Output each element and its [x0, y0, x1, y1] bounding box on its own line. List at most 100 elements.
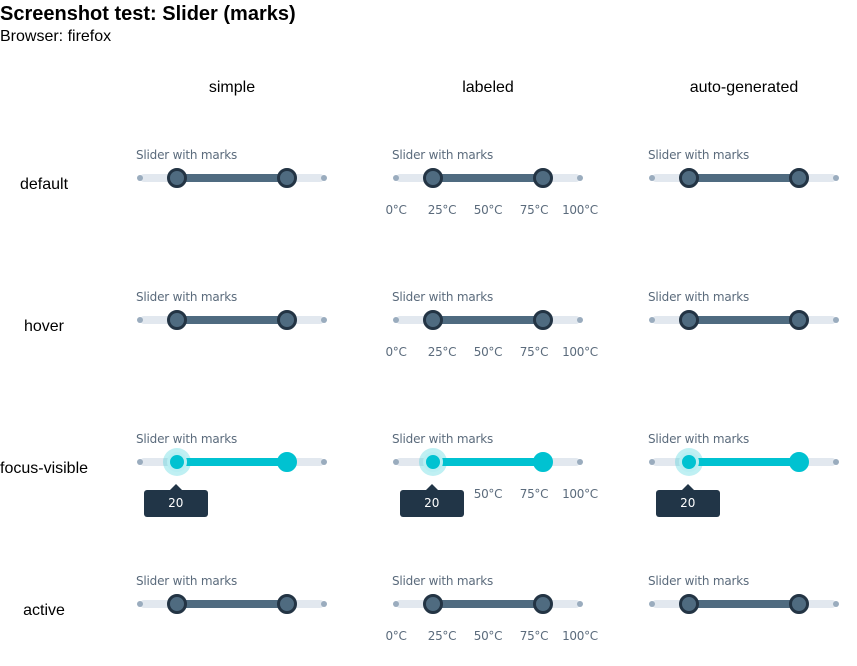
slider-mark — [137, 601, 143, 607]
slider-thumb-start[interactable] — [678, 594, 699, 614]
slider-track — [432, 316, 544, 324]
slider-label: Slider with marks — [136, 574, 238, 588]
column-header-auto-generated: auto-generated — [689, 79, 799, 96]
slider-labeled-default[interactable]: Slider with marks 0°C 25°C 50°C 75°C 100°C — [385, 148, 602, 238]
slider-track — [432, 174, 544, 182]
slider-thumb-start[interactable] — [678, 452, 699, 472]
slider-mark-label: 75°C — [519, 629, 549, 643]
slider-thumb-end[interactable] — [533, 310, 554, 330]
row-header-hover: hover — [23, 318, 65, 335]
slider-track — [432, 458, 544, 466]
slider-mark — [649, 601, 655, 607]
page-title: Screenshot test: Slider (marks) — [0, 3, 296, 25]
slider-mark-label: 25°C — [427, 629, 457, 643]
slider-thumb-start[interactable] — [166, 310, 187, 330]
slider-mark-label: 0°C — [385, 345, 407, 359]
slider-mark — [321, 317, 327, 323]
slider-thumb-end[interactable] — [789, 310, 810, 330]
slider-mark-label: 50°C — [473, 629, 503, 643]
slider-mark-label: 100°C — [562, 487, 598, 501]
row-header-active: active — [23, 602, 65, 619]
slider-mark — [833, 459, 839, 465]
slider-label: Slider with marks — [648, 432, 750, 446]
slider-mark-label: 100°C — [562, 345, 598, 359]
slider-mark-label: 75°C — [519, 345, 549, 359]
slider-mark — [577, 317, 583, 323]
slider-mark — [577, 601, 583, 607]
slider-mark — [833, 601, 839, 607]
slider-thumb-end[interactable] — [789, 594, 810, 614]
slider-thumb-end[interactable] — [277, 168, 298, 188]
slider-auto-generated-hover[interactable]: Slider with marks — [648, 290, 857, 380]
slider-mark-label: 100°C — [562, 629, 598, 643]
slider-mark — [321, 459, 327, 465]
slider-track — [688, 174, 800, 182]
slider-labeled-hover[interactable]: Slider with marks 0°C 25°C 50°C 75°C 100°C — [385, 290, 602, 380]
slider-thumb-start[interactable] — [166, 452, 187, 472]
slider-mark — [649, 175, 655, 181]
slider-thumb-end[interactable] — [277, 594, 298, 614]
slider-mark — [833, 175, 839, 181]
slider-labeled-focus-visible[interactable]: Slider with marks 50°C 75°C 100°C 20 — [392, 432, 602, 522]
slider-simple-hover[interactable]: Slider with marks — [136, 290, 346, 380]
slider-label: Slider with marks — [648, 148, 750, 162]
slider-mark-label: 75°C — [519, 203, 549, 217]
slider-mark-label: 25°C — [427, 203, 457, 217]
slider-mark — [649, 317, 655, 323]
slider-thumb-end[interactable] — [789, 168, 810, 188]
page-subtitle: Browser: firefox — [0, 28, 112, 45]
row-header-focus-visible: focus-visible — [0, 460, 89, 477]
slider-track — [432, 600, 544, 608]
slider-thumb-start[interactable] — [678, 168, 699, 188]
slider-thumb-end[interactable] — [277, 310, 298, 330]
slider-mark — [393, 175, 399, 181]
slider-mark-label: 0°C — [385, 629, 407, 643]
slider-thumb-start[interactable] — [422, 168, 443, 188]
slider-mark — [649, 459, 655, 465]
slider-thumb-start[interactable] — [166, 594, 187, 614]
slider-mark-label: 50°C — [473, 345, 503, 359]
slider-track — [688, 600, 800, 608]
slider-thumb-start[interactable] — [166, 168, 187, 188]
slider-thumb-end[interactable] — [789, 452, 810, 472]
slider-mark — [137, 459, 143, 465]
slider-mark-label: 0°C — [385, 203, 407, 217]
slider-mark — [137, 175, 143, 181]
slider-simple-focus-visible[interactable]: Slider with marks 20 — [136, 432, 346, 522]
slider-thumb-start[interactable] — [422, 452, 443, 472]
slider-auto-generated-default[interactable]: Slider with marks — [648, 148, 857, 238]
slider-track — [176, 458, 288, 466]
slider-simple-active[interactable]: Slider with marks — [136, 574, 346, 664]
slider-thumb-end[interactable] — [533, 452, 554, 472]
slider-thumb-start[interactable] — [422, 310, 443, 330]
slider-label: Slider with marks — [392, 290, 494, 304]
slider-thumb-end[interactable] — [533, 594, 554, 614]
slider-auto-generated-focus-visible[interactable]: Slider with marks 20 — [648, 432, 857, 522]
slider-thumb-start[interactable] — [422, 594, 443, 614]
slider-labeled-active[interactable]: Slider with marks 0°C 25°C 50°C 75°C 100°C — [385, 574, 602, 664]
slider-mark-label: 25°C — [427, 345, 457, 359]
slider-mark-label: 50°C — [473, 487, 503, 501]
slider-mark — [321, 175, 327, 181]
column-header-simple: simple — [208, 79, 256, 96]
slider-thumb-end[interactable] — [277, 452, 298, 472]
slider-label: Slider with marks — [392, 574, 494, 588]
slider-value-tooltip: 20 — [399, 484, 464, 517]
slider-track — [176, 174, 288, 182]
slider-mark-label: 50°C — [473, 203, 503, 217]
slider-mark — [577, 459, 583, 465]
slider-thumb-end[interactable] — [533, 168, 554, 188]
slider-mark — [393, 601, 399, 607]
slider-auto-generated-active[interactable]: Slider with marks — [648, 574, 857, 664]
slider-thumb-start[interactable] — [678, 310, 699, 330]
slider-label: Slider with marks — [648, 290, 750, 304]
slider-label: Slider with marks — [648, 574, 750, 588]
slider-value-tooltip: 20 — [655, 484, 720, 517]
slider-simple-default[interactable]: Slider with marks — [136, 148, 346, 238]
row-header-default: default — [19, 176, 69, 193]
slider-label: Slider with marks — [136, 148, 238, 162]
column-header-labeled: labeled — [462, 79, 514, 96]
slider-mark — [393, 459, 399, 465]
slider-label: Slider with marks — [392, 432, 494, 446]
slider-mark — [577, 175, 583, 181]
